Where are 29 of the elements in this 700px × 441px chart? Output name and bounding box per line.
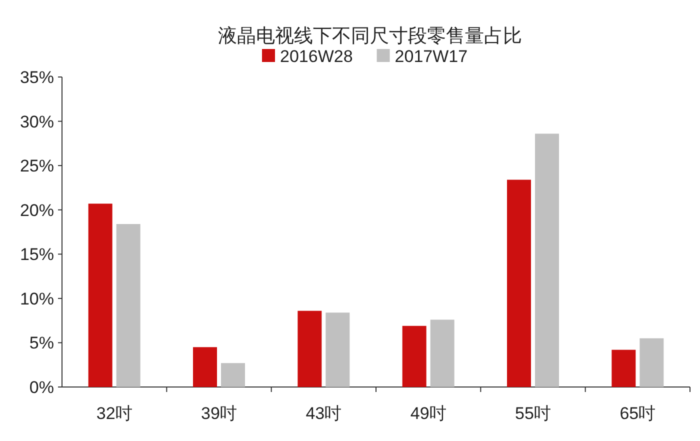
x-tick-label: 39吋 (201, 404, 237, 423)
bar (193, 347, 217, 387)
bar (430, 320, 454, 387)
bar (640, 338, 664, 387)
x-tick-label: 43吋 (306, 404, 342, 423)
bar (116, 224, 140, 387)
y-tick-label: 0% (29, 378, 54, 397)
bar (221, 363, 245, 387)
legend-label: 2016W28 (280, 47, 353, 66)
y-tick-label: 20% (20, 200, 54, 220)
bar (326, 312, 350, 387)
x-tick-label: 32吋 (96, 404, 132, 423)
y-tick-label: 5% (29, 334, 54, 353)
bar (298, 310, 322, 387)
y-tick-label: 35% (20, 68, 54, 87)
y-tick-label: 15% (20, 245, 54, 264)
bar (612, 350, 636, 387)
bar (507, 180, 531, 387)
x-tick-label: 55吋 (515, 404, 551, 423)
y-tick-label: 30% (20, 112, 54, 132)
chart-title: 液晶电视线下不同尺寸段零售量占比 (218, 25, 522, 47)
bar (402, 326, 426, 387)
x-tick-label: 49吋 (410, 404, 446, 423)
bar (88, 204, 112, 387)
y-tick-label: 25% (20, 156, 54, 176)
x-tick-label: 65吋 (620, 404, 656, 423)
y-tick-label: 10% (20, 289, 54, 308)
bar (535, 134, 559, 387)
legend-label: 2017W17 (394, 47, 468, 66)
